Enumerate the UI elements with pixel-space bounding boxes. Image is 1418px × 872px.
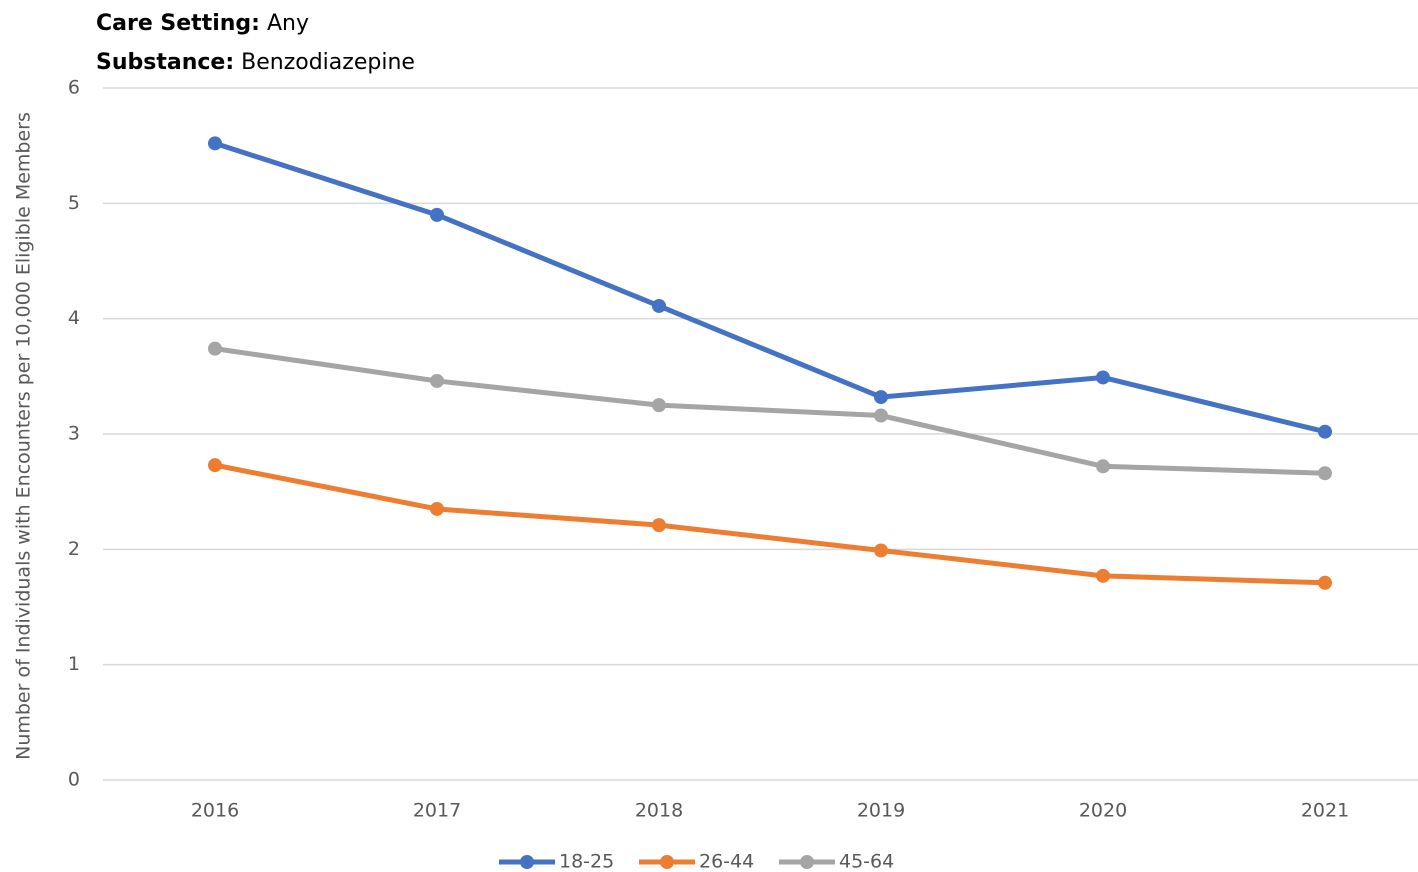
x-tick-label: 2019 [857, 800, 905, 822]
filter-value: Benzodiazepine [241, 50, 415, 75]
y-tick-label: 2 [68, 538, 80, 560]
data-point [430, 501, 444, 516]
y-tick-label: 1 [68, 653, 80, 675]
data-point [1318, 466, 1332, 481]
y-axis-label: Number of Individuals with Encounters pe… [13, 112, 35, 760]
filter-label: Care Setting: [96, 11, 260, 36]
data-point [652, 398, 666, 413]
data-point [208, 458, 222, 473]
filter-label: Substance: [96, 50, 234, 75]
x-tick-label: 2018 [635, 800, 683, 822]
x-tick-label: 2017 [413, 800, 461, 822]
data-point [874, 408, 888, 423]
data-point [1096, 370, 1110, 385]
legend-marker [800, 855, 814, 869]
filter: Substance: Benzodiazepine [96, 50, 415, 75]
y-tick-label: 0 [68, 769, 80, 791]
y-tick-label: 3 [68, 423, 80, 445]
legend-label: 18-25 [559, 851, 614, 872]
data-point [1096, 459, 1110, 474]
data-point [1318, 575, 1332, 590]
legend-label: 26-44 [699, 851, 754, 872]
series-line [214, 346, 1326, 476]
data-point [652, 518, 666, 533]
series-line [214, 462, 1326, 586]
y-tick-label: 5 [68, 192, 80, 214]
filter: Care Setting: Any [96, 11, 309, 36]
legend-marker [660, 855, 674, 869]
data-point [208, 341, 222, 356]
legend-marker [520, 855, 534, 869]
y-tick-label: 6 [68, 77, 80, 99]
x-tick-label: 2016 [191, 800, 239, 822]
data-point [874, 390, 888, 405]
series-line [214, 140, 1326, 435]
data-point [1096, 568, 1110, 583]
data-point [652, 298, 666, 313]
filter-value: Any [267, 11, 309, 36]
y-tick-label: 4 [68, 307, 80, 329]
data-point [1318, 424, 1332, 439]
data-point [430, 207, 444, 222]
data-point [430, 373, 444, 388]
x-tick-label: 2021 [1301, 800, 1349, 822]
data-point [874, 543, 888, 558]
legend-label: 45-64 [839, 851, 894, 872]
x-tick-label: 2020 [1079, 800, 1127, 822]
data-point [208, 136, 222, 151]
